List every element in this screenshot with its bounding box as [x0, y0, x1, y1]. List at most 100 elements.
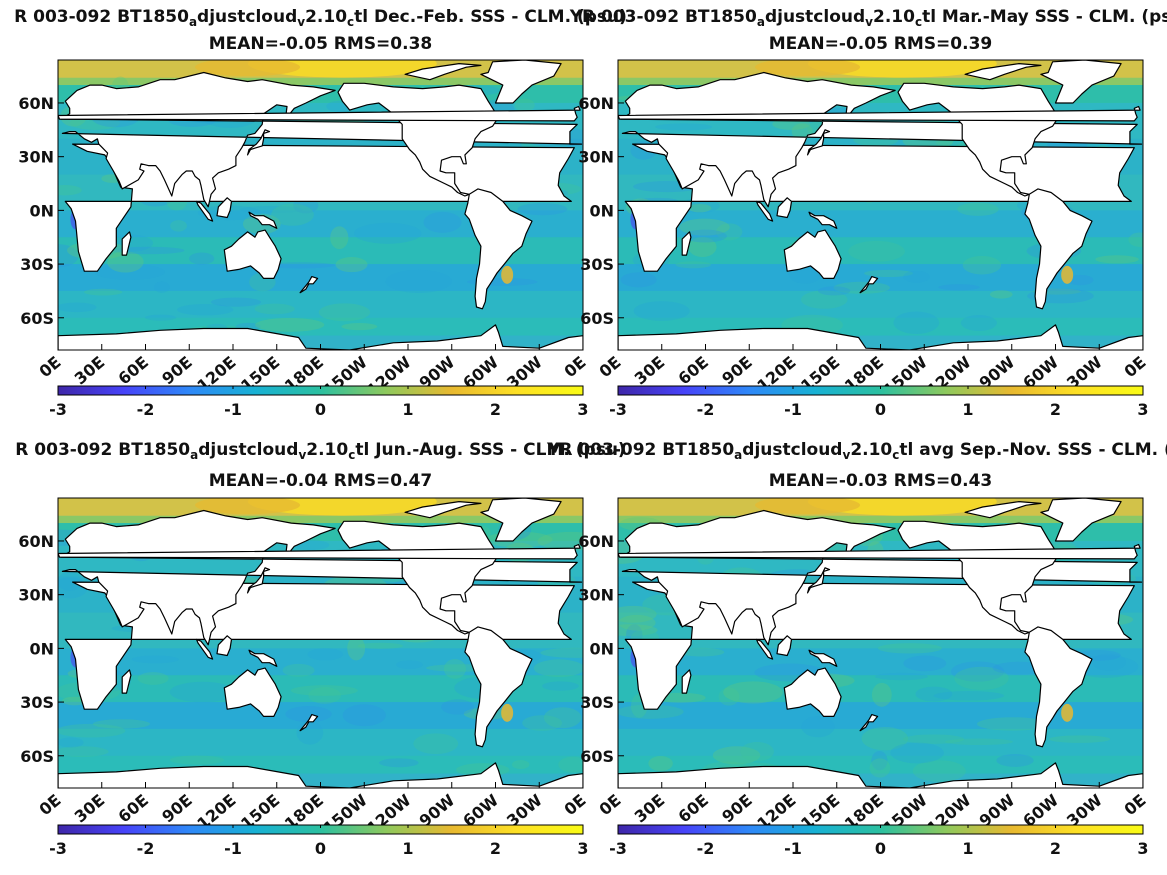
colorbar-tick-label: -2 [697, 400, 715, 419]
landmass-greenland [1040, 498, 1122, 542]
x-tick-label: 0E [1120, 791, 1149, 820]
bias-patch [290, 685, 358, 696]
bias-patch [341, 323, 378, 331]
landmass-greenland [1040, 60, 1122, 104]
landmass-sumatra [195, 200, 214, 222]
landmass-samerica [0, 189, 7, 309]
x-tick-label: 60E [114, 791, 152, 827]
bias-patch [308, 687, 342, 704]
bias-patch [58, 184, 82, 196]
landmass-uk [58, 543, 581, 560]
landmass-australia [223, 229, 282, 279]
brazil-current-anomaly [501, 265, 514, 284]
panel-subtitle: MEAN=-0.04 RMS=0.47 [209, 471, 433, 491]
bias-patch [903, 655, 947, 672]
bias-patch [330, 226, 349, 250]
bias-patch [618, 624, 658, 637]
bias-patch [688, 237, 717, 258]
bias-patch [1128, 232, 1143, 247]
colorbar-tick-label: -1 [224, 400, 242, 419]
colorbar-tick-label: -3 [49, 839, 67, 858]
panel-title: YR 003-092 BT1850adjustcloudv2.10ctl Mar… [569, 7, 1167, 29]
colorbar-tick-label: 1 [402, 400, 413, 419]
landmass-sumatra [195, 638, 214, 660]
bias-patch [848, 240, 905, 262]
bias-patch [871, 751, 888, 771]
bias-patch [169, 755, 225, 765]
landmass-samerica [464, 188, 533, 310]
bias-patch [933, 690, 1005, 701]
bias-patch [441, 699, 475, 715]
land-mask [618, 60, 1143, 350]
bias-patch [423, 211, 462, 233]
land-mask [618, 498, 1143, 788]
bias-patch [542, 681, 579, 691]
bias-patch [618, 605, 657, 623]
y-tick-label: 60S [20, 309, 54, 328]
bias-patch [169, 681, 236, 703]
bias-patch [996, 754, 1034, 767]
bias-patch [385, 269, 453, 293]
landmass-greenland [480, 498, 562, 542]
landmass-archip1 [404, 501, 482, 519]
colorbar-tick-label: 2 [490, 400, 501, 419]
bias-patch [443, 659, 466, 679]
x-tick-label: 0E [1120, 353, 1149, 382]
bias-patch [712, 746, 761, 765]
bias-patch [137, 672, 169, 685]
bias-patch [962, 255, 1002, 275]
panel-2: YR 003-092 BT1850adjustcloudv2.10ctl Mar… [569, 7, 1167, 419]
landmass-australia [783, 667, 842, 717]
landmass-antarctica [618, 324, 1143, 350]
x-tick-label: 0E [35, 353, 64, 382]
landmass-archip1 [964, 501, 1042, 519]
landmass-eurasia [620, 71, 1143, 208]
brazil-current-anomaly [501, 703, 514, 722]
bias-patch [58, 302, 97, 313]
y-tick-label: 30S [20, 255, 54, 274]
brazil-current-anomaly [1061, 703, 1074, 722]
sss-bias-field [58, 498, 583, 788]
bias-patch [655, 123, 713, 131]
arctic-anomaly [195, 60, 301, 77]
x-tick-label: 0E [560, 353, 589, 382]
bias-patch [282, 663, 315, 677]
colorbar-tick-label: 2 [1050, 839, 1061, 858]
landmass-madagascar [681, 231, 692, 256]
land-mask [58, 498, 583, 788]
bias-patch [353, 222, 422, 244]
bias-patch [131, 655, 179, 664]
bias-patch [902, 270, 931, 283]
bias-patch [537, 531, 583, 551]
bias-patch [514, 98, 535, 112]
landmass-japan [247, 129, 271, 156]
colorbar-tick-label: 0 [315, 839, 326, 858]
bias-patch [533, 659, 583, 678]
bias-patch [938, 284, 980, 291]
bias-patch [877, 643, 943, 654]
colorbar-tick-label: -2 [137, 400, 155, 419]
landmass-samerica [1024, 626, 1093, 748]
landmass-eurasia [620, 509, 1143, 646]
bias-patch [264, 262, 335, 269]
bias-patch [543, 707, 582, 729]
landmass-uk [58, 105, 581, 122]
bias-patch [396, 660, 423, 669]
colorbar-tick-label: -3 [49, 400, 67, 419]
landmass-antarctica [58, 762, 583, 788]
landmass-newzealand [299, 714, 319, 732]
bias-patch [874, 672, 928, 681]
landmass-borneo [216, 635, 233, 657]
bias-patch [871, 682, 892, 707]
colorbar-tick-label: -3 [609, 839, 627, 858]
landmass-australia [783, 229, 842, 279]
bias-patch [307, 648, 344, 661]
landmass-newzealand [859, 276, 879, 294]
bias-patch [912, 760, 966, 783]
bias-patch [833, 281, 890, 294]
landmass-newguinea [808, 211, 838, 229]
x-tick-label: 60E [674, 791, 712, 827]
bias-patch [58, 571, 83, 591]
zonal-band [58, 77, 583, 86]
